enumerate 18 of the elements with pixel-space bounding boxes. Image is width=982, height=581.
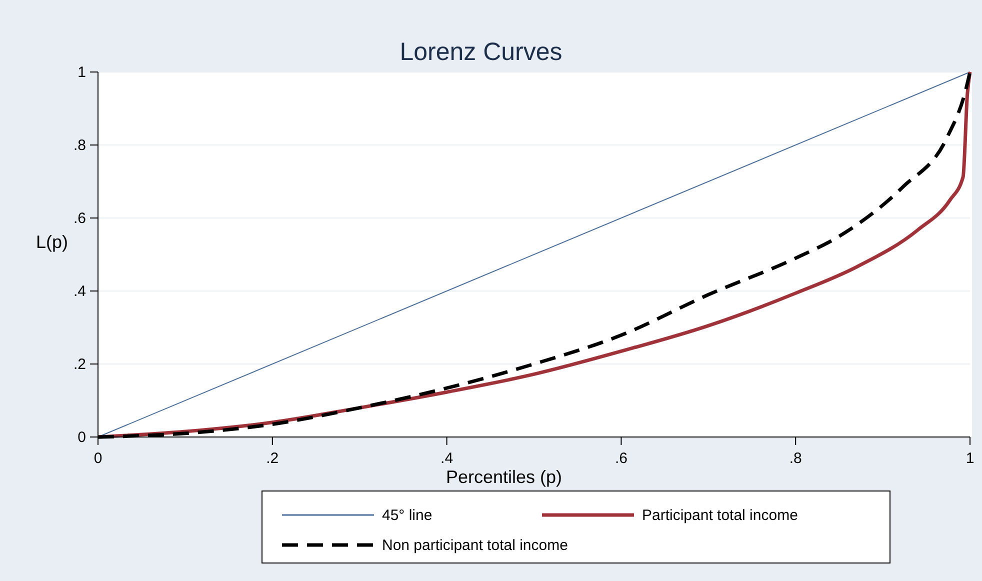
x-tick-label: 1 <box>966 450 974 467</box>
legend-label: Participant total income <box>642 507 798 524</box>
legend-label: 45° line <box>382 507 432 524</box>
y-tick-label: .6 <box>73 210 86 227</box>
y-axis-title: L(p) <box>36 232 68 252</box>
x-tick-label: 0 <box>94 450 102 467</box>
x-tick-label: .8 <box>789 450 802 467</box>
y-tick-label: .2 <box>73 356 86 373</box>
y-tick-label: .4 <box>73 283 86 300</box>
y-tick-label: 0 <box>78 429 86 446</box>
chart-title: Lorenz Curves <box>400 38 562 66</box>
y-tick-label: 1 <box>78 64 86 81</box>
legend-label: Non participant total income <box>382 537 568 554</box>
x-tick-label: .2 <box>266 450 279 467</box>
x-tick-label: .6 <box>614 450 628 467</box>
x-axis-title: Percentiles (p) <box>446 467 562 487</box>
y-tick-label: .8 <box>73 137 86 154</box>
x-tick-label: .4 <box>440 450 454 467</box>
